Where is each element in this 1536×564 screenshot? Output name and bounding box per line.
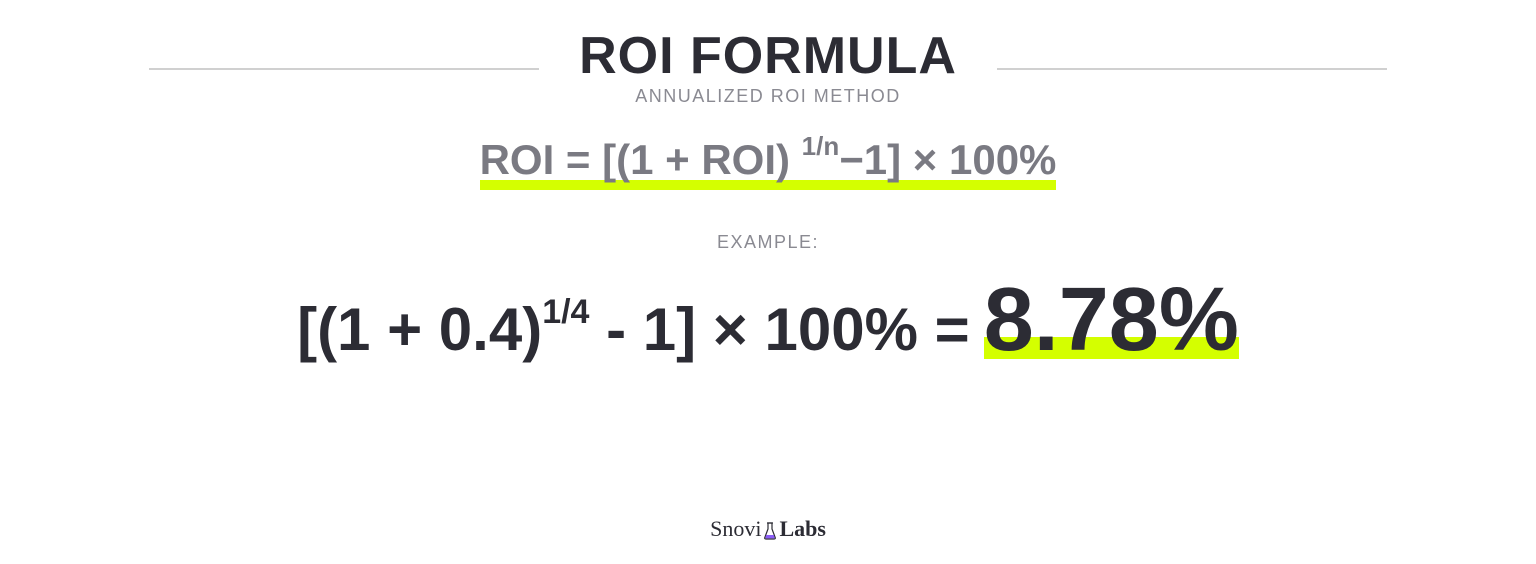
header-row: ROI FORMULA ANNUALIZED ROI METHOD bbox=[0, 30, 1536, 107]
main-title: ROI FORMULA bbox=[579, 30, 957, 82]
example-result: 8.78% bbox=[984, 275, 1239, 365]
logo: Snovi Labs bbox=[0, 516, 1536, 542]
logo-part2: Labs bbox=[779, 516, 825, 542]
example-row: [(1 + 0.4)1/4 - 1] × 100% = 8.78% bbox=[297, 275, 1239, 365]
example-middle: - 1] × 100% = bbox=[589, 296, 969, 363]
example-label: EXAMPLE: bbox=[717, 232, 819, 253]
formula-block: ROI = [(1 + ROI) 1/n−1] × 100% bbox=[480, 135, 1057, 190]
flask-icon bbox=[763, 522, 777, 540]
logo-part1: Snovi bbox=[710, 516, 761, 542]
title-block: ROI FORMULA ANNUALIZED ROI METHOD bbox=[579, 30, 957, 107]
example-exponent: 1/4 bbox=[542, 293, 589, 331]
divider-left bbox=[149, 68, 539, 70]
example-result-value: 8.78% bbox=[984, 270, 1239, 370]
example-formula: [(1 + 0.4)1/4 - 1] × 100% = bbox=[297, 295, 970, 364]
formula-prefix: ROI = [(1 + ROI) bbox=[480, 136, 790, 183]
subtitle: ANNUALIZED ROI METHOD bbox=[579, 86, 957, 107]
formula-suffix: −1] × 100% bbox=[839, 136, 1056, 183]
formula-exponent: 1/n bbox=[802, 131, 840, 161]
formula-space bbox=[790, 136, 802, 183]
formula-text: ROI = [(1 + ROI) 1/n−1] × 100% bbox=[480, 135, 1057, 184]
example-prefix: [(1 + 0.4) bbox=[297, 296, 542, 363]
divider-right bbox=[997, 68, 1387, 70]
